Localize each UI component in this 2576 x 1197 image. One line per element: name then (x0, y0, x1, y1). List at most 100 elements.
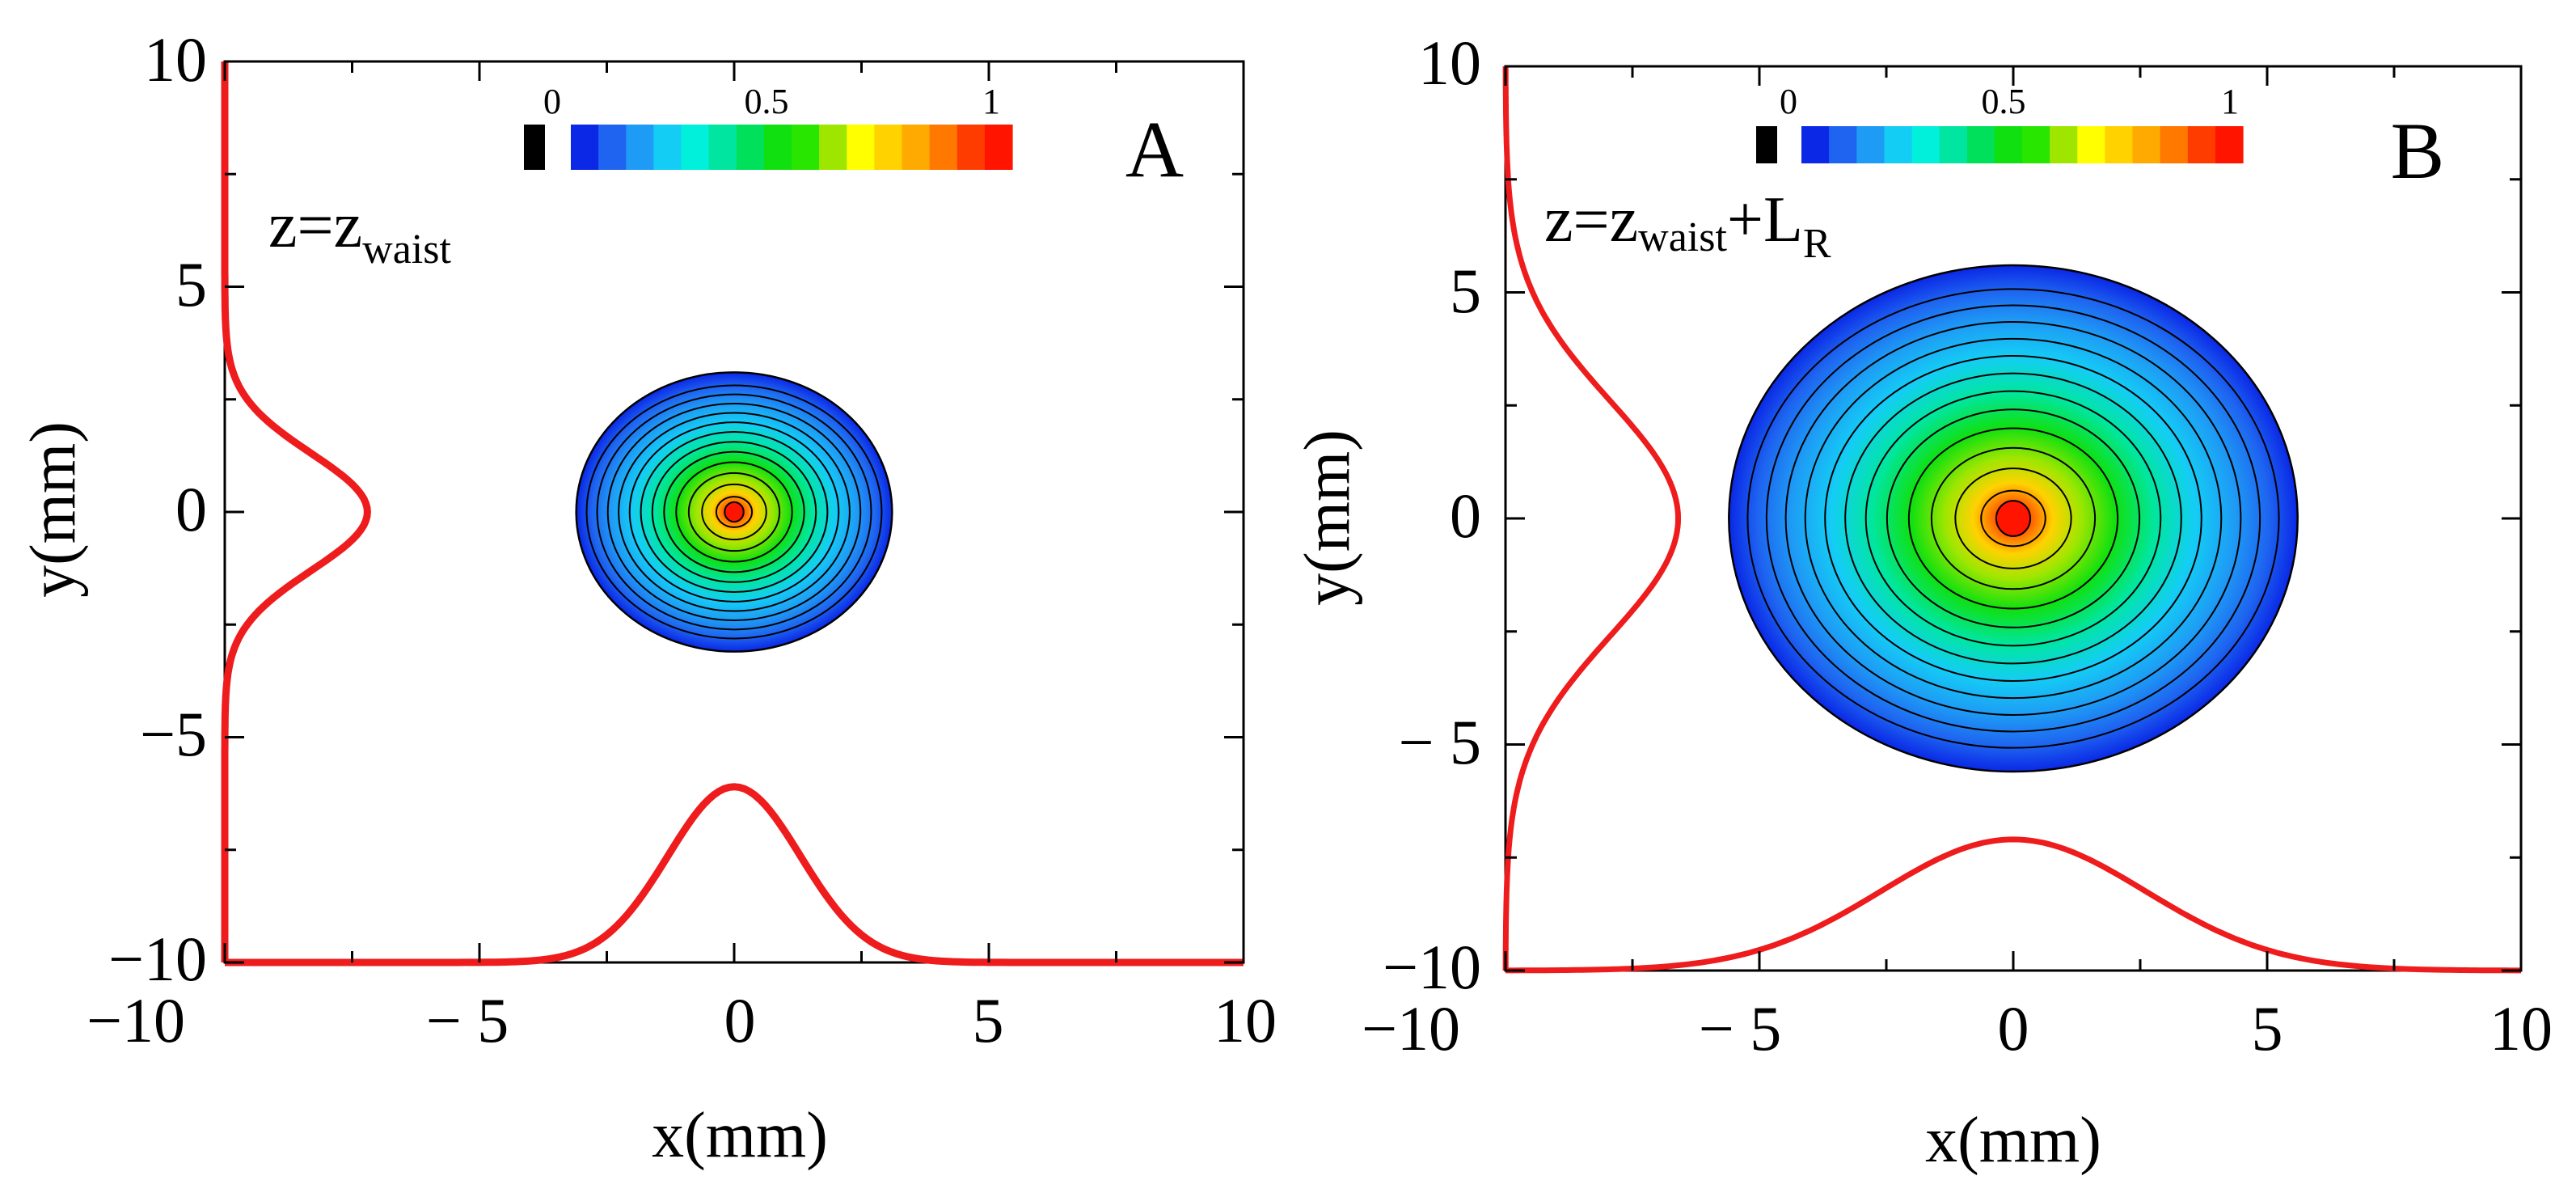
colorbar-segment (984, 125, 1013, 170)
colorbar-segment (2105, 126, 2134, 163)
y-tick-label: 0 (175, 474, 207, 544)
colorbar-segment (1911, 126, 1940, 163)
colorbar-segment (598, 125, 627, 170)
panel-b: −10 − 5 0 5 10 10 5 0 − 5 −10 x(mm) y(mm… (1292, 27, 2553, 1176)
colorbar (524, 125, 1013, 170)
x-tick-label: 5 (2252, 993, 2283, 1064)
colorbar-tick-label: 1 (2221, 82, 2239, 121)
y-tick-label: − 5 (1399, 707, 1482, 777)
x-tick-label: −10 (87, 985, 185, 1055)
contour-line (1907, 427, 2119, 610)
colorbar-low-swatch (1756, 126, 1777, 163)
contour-line (585, 384, 883, 640)
contour-line (596, 393, 872, 631)
panel-letter: B (2391, 106, 2445, 196)
colorbar-segment (2077, 126, 2105, 163)
contour-line (1886, 408, 2141, 628)
colorbar-segment (2050, 126, 2078, 163)
contour-line (1746, 288, 2280, 749)
colorbar-segment (1994, 126, 2023, 163)
colorbar-segment (956, 125, 986, 170)
contour-line (640, 431, 829, 593)
contour-line (618, 412, 851, 612)
colorbar-segment (929, 125, 958, 170)
y-axis-ticks (1505, 65, 2521, 972)
colorbar-segment (1884, 126, 1913, 163)
contour-line (1824, 355, 2202, 682)
y-profile-curve (1502, 66, 1682, 971)
x-profile-curve (225, 783, 1244, 966)
annotation-subscript: waist (1638, 214, 1727, 260)
z-position-annotation: z=zwaist+LR (1544, 184, 1831, 267)
contour-line (663, 450, 805, 573)
contour-line (1804, 337, 2223, 700)
beam-contour (1728, 264, 2299, 773)
x-tick-label: 5 (973, 985, 1004, 1055)
colorbar-segment (1856, 126, 1885, 163)
colorbar-low-swatch (524, 125, 545, 170)
contour-line (1980, 489, 2046, 548)
y-tick-label: 0 (1450, 480, 1481, 551)
contour-line (1784, 321, 2242, 716)
colorbar-segment (1939, 126, 1968, 163)
colorbar (1756, 126, 2244, 163)
y-axis-ticks (225, 60, 1244, 964)
y-tick-label: −10 (108, 924, 207, 994)
colorbar-segment (2160, 126, 2189, 163)
contour-line (1844, 372, 2182, 665)
colorbar-tick-label: 0.5 (745, 82, 789, 121)
y-tick-label: −5 (140, 699, 207, 769)
contour-line (1954, 467, 2072, 569)
x-tick-label: − 5 (1699, 993, 1782, 1064)
contour-line (1864, 390, 2162, 647)
y-tick-label: 5 (1450, 256, 1481, 326)
x-axis-label: x(mm) (652, 1100, 828, 1171)
colorbar-segment (708, 125, 737, 170)
annotation-main: z=z (268, 190, 362, 261)
y-axis-label: y(mm) (18, 421, 89, 598)
annotation-suffix-subscript: R (1803, 221, 1831, 267)
z-position-annotation: z=zwaist (268, 190, 451, 273)
colorbar-segment (1801, 126, 1830, 163)
y-axis-label: y(mm) (1292, 429, 1363, 606)
x-axis-ticks (1504, 66, 2523, 971)
annotation-subscript: waist (362, 226, 451, 273)
colorbar-segment (792, 125, 820, 170)
contour-line (701, 483, 767, 541)
contour-line (1930, 446, 2097, 590)
panel-letter: A (1125, 104, 1184, 194)
x-tick-label: − 5 (426, 985, 509, 1055)
x-axis-ticks (223, 61, 1245, 962)
y-tick-label: 10 (144, 24, 207, 95)
x-tick-label: −10 (1362, 993, 1460, 1064)
colorbar-segment (736, 125, 765, 170)
colorbar-segment (2215, 126, 2244, 163)
contour-line (687, 472, 781, 552)
colorbar-segment (681, 125, 710, 170)
colorbar-segment (1829, 126, 1857, 163)
colorbar-segment (1966, 126, 1995, 163)
colorbar-segment (2132, 126, 2161, 163)
colorbar-segment (626, 125, 654, 170)
colorbar-segment (2022, 126, 2050, 163)
y-tick-label: 5 (175, 249, 207, 319)
colorbar-tick-label: 0.5 (1982, 82, 2026, 121)
x-tick-label: 0 (724, 985, 756, 1055)
annotation-main: z=z (1544, 184, 1638, 256)
contour-line (675, 461, 793, 563)
panel-a: −10 − 5 0 5 10 10 5 0 −5 −10 x(mm) y(mm)… (18, 24, 1277, 1171)
colorbar-segment (653, 125, 682, 170)
colorbar-segment (763, 125, 792, 170)
annotation-suffix: +L (1727, 184, 1803, 256)
colorbar-tick-label: 1 (982, 82, 1000, 121)
beam-core (724, 501, 745, 523)
x-tick-label: 0 (1998, 993, 2029, 1064)
contour-line (628, 421, 840, 603)
colorbar-segment (902, 125, 931, 170)
x-axis-label: x(mm) (1925, 1105, 2101, 1176)
colorbar-segment (819, 125, 847, 170)
x-tick-label: 10 (1214, 985, 1277, 1055)
colorbar-tick-label: 0 (543, 82, 561, 121)
colorbar-segment (2187, 126, 2216, 163)
